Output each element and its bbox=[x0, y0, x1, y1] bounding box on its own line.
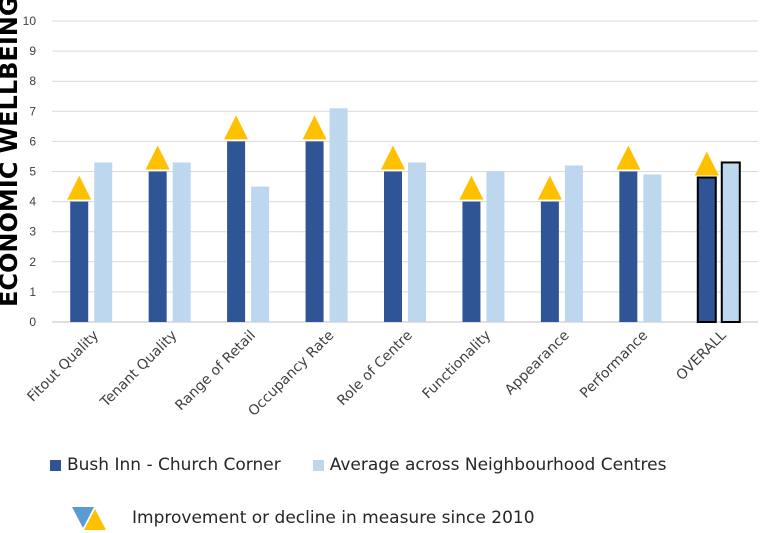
bar-series2 bbox=[643, 174, 662, 322]
y-tick-label: 4 bbox=[29, 195, 36, 209]
bar-series2 bbox=[251, 186, 270, 322]
improvement-marker-icon bbox=[381, 145, 405, 170]
improvement-marker-icon bbox=[224, 115, 249, 140]
bar-series1 bbox=[148, 171, 167, 322]
improvement-marker-icon bbox=[67, 175, 92, 200]
x-tick-label: Performance bbox=[577, 328, 651, 402]
y-axis-label: ECONOMIC WELLBEING bbox=[0, 0, 23, 307]
y-tick-label: 7 bbox=[29, 104, 36, 118]
legend-label-series1: Bush Inn - Church Corner bbox=[67, 455, 281, 475]
x-tick-label: Fitout Quality bbox=[24, 328, 102, 406]
improve-decline-icon bbox=[72, 507, 106, 530]
bar-series2 bbox=[172, 162, 191, 322]
y-tick-label: 10 bbox=[23, 14, 37, 28]
bar-series1 bbox=[305, 141, 324, 322]
legend-label-series2: Average across Neighbourhood Centres bbox=[329, 455, 667, 475]
marker-note-label: Improvement or decline in measure since … bbox=[132, 508, 535, 528]
improvement-marker-icon bbox=[302, 115, 327, 140]
bar-series2 bbox=[408, 162, 426, 322]
x-tick-label: Functionality bbox=[420, 328, 495, 403]
improvement-marker-icon bbox=[459, 175, 484, 200]
legend: Bush Inn - Church Corner Average across … bbox=[50, 455, 698, 475]
bar-series2 bbox=[564, 165, 583, 322]
x-tick-label: Occupancy Rate bbox=[245, 328, 337, 420]
x-tick-label: Role of Centre bbox=[334, 328, 416, 410]
improvement-marker-icon bbox=[694, 151, 719, 176]
y-tick-label: 9 bbox=[29, 44, 36, 58]
legend-swatch-series1 bbox=[50, 459, 61, 471]
y-tick-label: 3 bbox=[29, 225, 36, 239]
x-tick-label: Range of Retail bbox=[172, 328, 258, 414]
marker-note: Improvement or decline in measure since … bbox=[72, 504, 535, 532]
y-tick-label: 5 bbox=[29, 165, 36, 179]
bar-series2 bbox=[329, 108, 348, 322]
bar-series1 bbox=[227, 141, 246, 322]
legend-item-series1: Bush Inn - Church Corner bbox=[50, 455, 281, 475]
bar-series1 bbox=[462, 201, 481, 322]
x-tick-label: Tenant Quality bbox=[97, 328, 180, 411]
improvement-marker-icon bbox=[537, 175, 562, 200]
legend-swatch-series2 bbox=[312, 459, 324, 471]
x-tick-label: Appearance bbox=[502, 328, 573, 399]
y-tick-label: 8 bbox=[29, 74, 36, 88]
bar-series1 bbox=[696, 176, 717, 323]
y-tick-label: 1 bbox=[29, 285, 36, 299]
improvement-marker-icon bbox=[145, 145, 170, 170]
x-tick-label: OVERALL bbox=[673, 327, 729, 383]
bar-series2 bbox=[486, 171, 505, 322]
bar-series1 bbox=[384, 171, 402, 322]
y-tick-label: 0 bbox=[29, 315, 36, 329]
y-tick-label: 2 bbox=[29, 255, 36, 269]
bar-series2 bbox=[94, 162, 113, 322]
legend-item-series2: Average across Neighbourhood Centres bbox=[312, 455, 667, 475]
bar-series1 bbox=[540, 201, 559, 322]
bar-series2 bbox=[720, 161, 741, 323]
improvement-marker-icon bbox=[616, 145, 641, 170]
y-tick-label: 6 bbox=[29, 134, 36, 148]
bar-series1 bbox=[619, 171, 638, 322]
bar-series1 bbox=[70, 201, 89, 322]
